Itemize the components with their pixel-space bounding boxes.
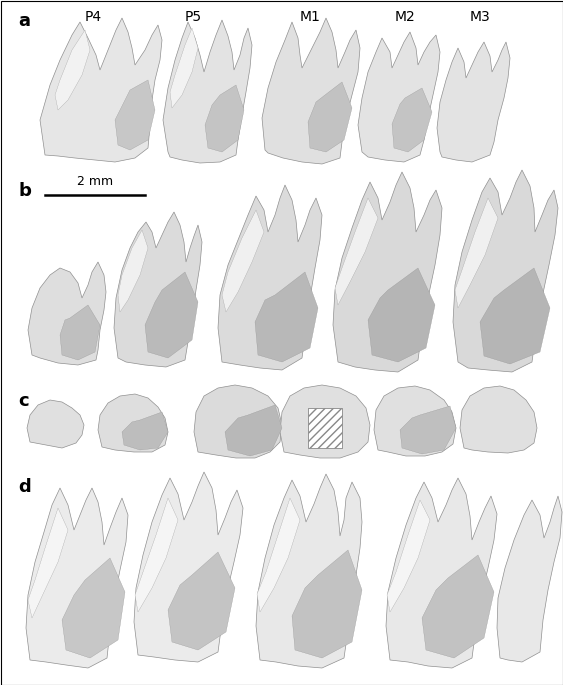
Text: c: c <box>18 392 29 410</box>
Polygon shape <box>333 172 442 372</box>
Polygon shape <box>135 498 178 612</box>
Polygon shape <box>28 262 106 365</box>
Text: M1: M1 <box>300 10 320 24</box>
Polygon shape <box>400 406 456 454</box>
Polygon shape <box>392 88 432 152</box>
Polygon shape <box>437 42 510 162</box>
Polygon shape <box>497 496 562 662</box>
Polygon shape <box>386 478 497 668</box>
Polygon shape <box>118 230 148 312</box>
Polygon shape <box>163 20 252 163</box>
Polygon shape <box>115 80 155 150</box>
Polygon shape <box>225 405 282 456</box>
Polygon shape <box>27 400 84 448</box>
Text: P4: P4 <box>84 10 101 24</box>
Polygon shape <box>55 30 90 110</box>
Polygon shape <box>455 198 498 308</box>
Polygon shape <box>387 500 430 612</box>
Polygon shape <box>422 555 494 658</box>
Polygon shape <box>114 212 202 367</box>
Polygon shape <box>256 474 362 668</box>
Polygon shape <box>168 552 235 650</box>
Polygon shape <box>308 408 342 448</box>
Polygon shape <box>28 508 68 618</box>
Polygon shape <box>292 550 362 658</box>
Text: d: d <box>18 478 31 496</box>
Polygon shape <box>335 198 378 305</box>
Polygon shape <box>460 386 537 453</box>
Polygon shape <box>368 268 435 362</box>
Polygon shape <box>60 305 100 360</box>
Polygon shape <box>374 386 456 456</box>
Polygon shape <box>480 268 550 364</box>
Polygon shape <box>40 18 162 162</box>
Polygon shape <box>255 272 318 362</box>
Text: a: a <box>18 12 30 30</box>
Polygon shape <box>453 170 558 372</box>
Polygon shape <box>205 85 244 152</box>
Polygon shape <box>218 185 322 370</box>
Polygon shape <box>122 412 168 450</box>
Polygon shape <box>134 472 243 662</box>
Text: 2 mm: 2 mm <box>77 175 113 188</box>
Polygon shape <box>98 394 168 452</box>
Text: P5: P5 <box>185 10 202 24</box>
Polygon shape <box>308 82 352 152</box>
Polygon shape <box>262 18 360 164</box>
Text: M3: M3 <box>470 10 490 24</box>
Text: M2: M2 <box>395 10 415 24</box>
Polygon shape <box>280 385 370 458</box>
Polygon shape <box>170 28 198 108</box>
Polygon shape <box>145 272 198 358</box>
Polygon shape <box>26 488 128 668</box>
Polygon shape <box>194 385 282 458</box>
Text: b: b <box>18 182 31 200</box>
Polygon shape <box>222 210 264 312</box>
Polygon shape <box>358 32 440 162</box>
Polygon shape <box>62 558 125 658</box>
Polygon shape <box>257 498 300 612</box>
